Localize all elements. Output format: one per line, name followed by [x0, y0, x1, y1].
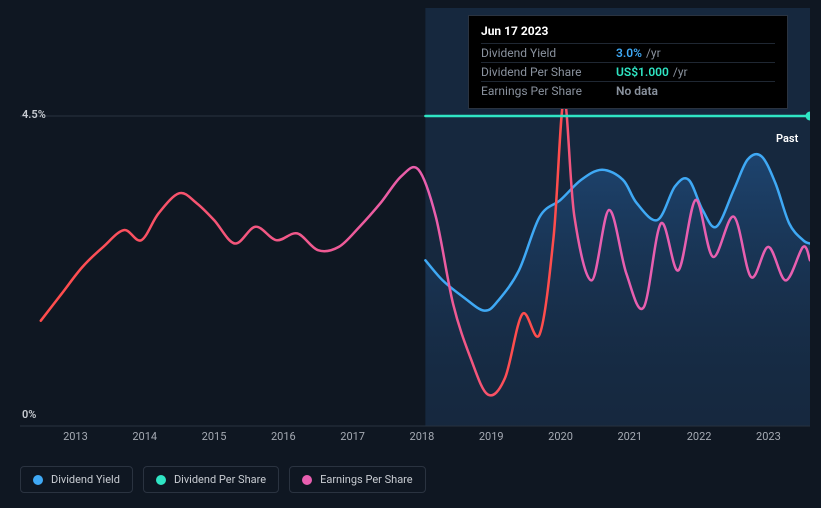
legend-item[interactable]: Earnings Per Share	[289, 466, 426, 493]
x-axis-tick: 2014	[132, 430, 157, 443]
legend-label: Earnings Per Share	[320, 473, 413, 486]
legend-item[interactable]: Dividend Per Share	[143, 466, 279, 493]
chart-legend: Dividend Yield Dividend Per Share Earnings…	[20, 466, 426, 493]
dividend-chart: Past 2013 2014 2015 2016 2017 2018 2019 2020 202…	[0, 0, 821, 508]
tooltip-row-value: US$1.000	[616, 65, 669, 79]
legend-swatch	[156, 475, 166, 485]
legend-swatch	[302, 475, 312, 485]
tooltip-row: Earnings Per ShareNo data	[481, 81, 775, 100]
tooltip-row-label: Earnings Per Share	[481, 84, 616, 98]
chart-tooltip: Jun 17 2023 Dividend Yield3.0%/yrDividen…	[468, 15, 788, 109]
x-axis-tick: 2022	[687, 430, 712, 443]
tooltip-row: Dividend Yield3.0% /yr	[481, 43, 775, 62]
tooltip-row: Dividend Per ShareUS$1.000/yr	[481, 62, 775, 81]
tooltip-row-value: No data	[616, 84, 658, 98]
past-region-label: Past	[776, 132, 798, 145]
x-axis-tick: 2013	[63, 430, 88, 443]
x-axis-tick: 2021	[617, 430, 642, 443]
y-axis-tick: 0%	[22, 408, 36, 421]
tooltip-row-unit: /yr	[673, 65, 688, 79]
tooltip-row-label: Dividend Per Share	[481, 65, 616, 79]
x-axis-tick: 2023	[756, 430, 781, 443]
tooltip-row-value: 3.0%	[616, 46, 642, 60]
x-axis-tick: 2018	[410, 430, 435, 443]
tooltip-row-label: Dividend Yield	[481, 46, 616, 60]
x-axis-tick: 2020	[548, 430, 573, 443]
x-axis-labels: 2013 2014 2015 2016 2017 2018 2019 2020 2021 2022…	[20, 430, 810, 450]
legend-label: Dividend Yield	[51, 473, 120, 486]
legend-swatch	[33, 475, 43, 485]
x-axis-tick: 2015	[202, 430, 227, 443]
x-axis-tick: 2017	[340, 430, 365, 443]
legend-item[interactable]: Dividend Yield	[20, 466, 133, 493]
y-axis-tick: 4.5%	[22, 108, 46, 121]
tooltip-row-unit: /yr	[646, 46, 661, 60]
x-axis-tick: 2016	[271, 430, 296, 443]
legend-label: Dividend Per Share	[174, 473, 266, 486]
x-axis-tick: 2019	[479, 430, 504, 443]
tooltip-date: Jun 17 2023	[481, 24, 775, 38]
